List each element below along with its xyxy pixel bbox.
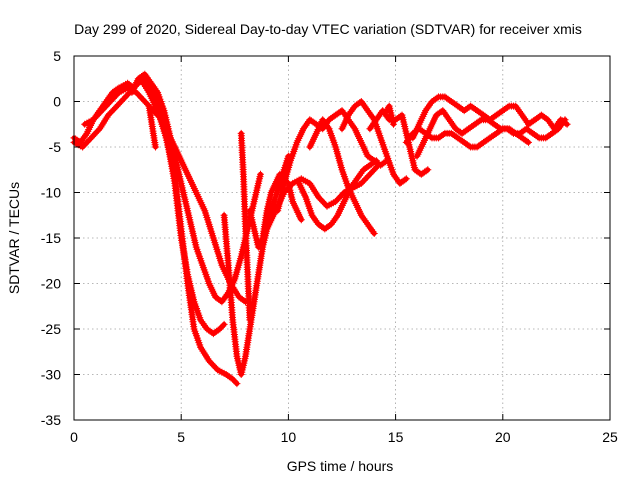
series-group — [70, 70, 571, 388]
series-markers — [145, 102, 159, 151]
y-tick-label: -30 — [41, 367, 61, 383]
series-track-3 — [128, 70, 264, 306]
x-tick-labels: 0 5 10 15 20 25 — [70, 429, 618, 445]
chart-title: Day 299 of 2020, Sidereal Day-to-day VTE… — [74, 21, 582, 37]
y-tick-labels: -35 -30 -25 -20 -15 -10 -5 0 5 — [41, 48, 61, 428]
series-track-17 — [413, 107, 569, 160]
y-axis-label: SDTVAR / TECUs — [6, 182, 22, 294]
y-tick-label: -20 — [41, 276, 61, 292]
series-track-2 — [70, 75, 228, 338]
y-tick-label: 0 — [53, 94, 61, 110]
series-markers — [409, 93, 571, 142]
y-tick-label: -35 — [41, 412, 61, 428]
x-axis-label: GPS time / hours — [287, 458, 394, 474]
series-track-18 — [383, 102, 397, 128]
y-tick-label: -10 — [41, 185, 61, 201]
x-tick-label: 5 — [177, 429, 185, 445]
y-tick-label: -5 — [49, 139, 62, 155]
series-track-10 — [263, 161, 382, 233]
series-markers — [413, 107, 569, 160]
grid — [74, 56, 610, 420]
series-markers — [306, 116, 378, 237]
x-tick-label: 10 — [281, 429, 297, 445]
x-tick-label: 20 — [495, 429, 511, 445]
y-tick-label: 5 — [53, 48, 61, 64]
series-track-7 — [237, 129, 254, 324]
x-tick-label: 25 — [602, 429, 618, 445]
series-track-12 — [306, 116, 378, 237]
x-tick-label: 15 — [388, 429, 404, 445]
ticks — [73, 55, 611, 421]
series-track-5 — [145, 102, 159, 151]
y-tick-label: -25 — [41, 321, 61, 337]
y-tick-label: -15 — [41, 230, 61, 246]
series-markers — [383, 102, 397, 128]
x-tick-label: 0 — [70, 429, 78, 445]
series-markers — [237, 129, 254, 324]
